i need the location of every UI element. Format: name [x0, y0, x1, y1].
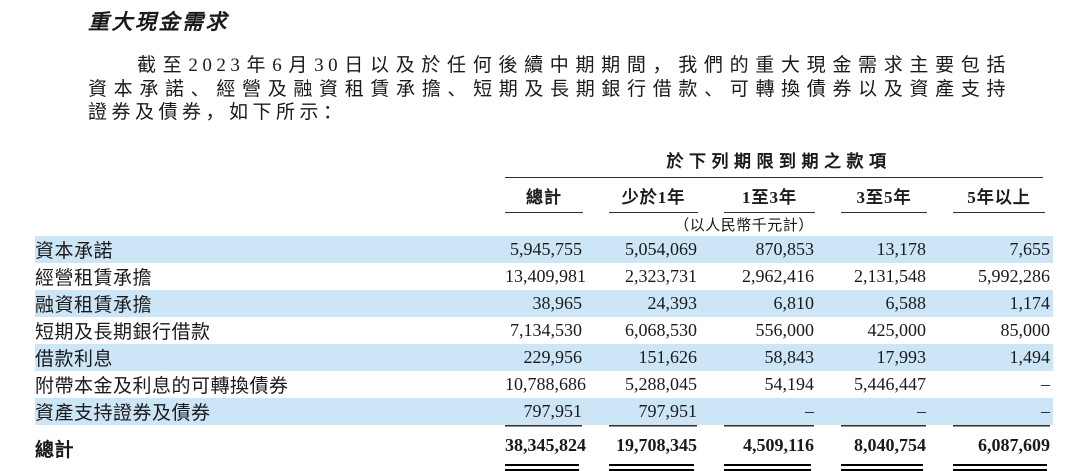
cell-value: 5,945,755 — [510, 238, 582, 259]
cell-value: – — [917, 400, 926, 421]
intro-paragraph: 截至2023年6月30日以及於任何後續中期期間，我們的重大現金需求主要包括 資本… — [88, 54, 1010, 125]
row-label: 附帶本金及利息的可轉換債券 — [35, 375, 289, 397]
cell-value: 5,288,045 — [625, 373, 697, 394]
double-rule — [505, 463, 579, 471]
intro-line-1: 截至2023年6月30日以及於任何後續中期期間，我們的重大現金需求主要包括 — [137, 55, 1010, 76]
cell-value: 6,810 — [773, 292, 815, 313]
table-row: 資產支持證券及債券 797,951 797,951 – – – — [35, 397, 1053, 425]
intro-line-2: 資本承諾、經營及融資租賃承擔、短期及長期銀行借款、可轉換債券以及資產支持 — [88, 78, 1010, 100]
cell-value: 425,000 — [867, 319, 927, 340]
total-cell-value: 19,708,345 — [585, 424, 700, 471]
cell-value: 5,992,286 — [978, 265, 1050, 286]
cell-value: 17,993 — [876, 346, 927, 367]
cell-value: 7,134,530 — [510, 319, 582, 340]
column-header-1: 總計 — [505, 178, 585, 213]
cell-value: 151,626 — [638, 346, 698, 367]
cell-value: 13,178 — [876, 238, 927, 259]
table-row: 借款利息 229,956 151,626 58,843 17,993 1,494 — [35, 343, 1053, 371]
double-rule — [953, 463, 1047, 471]
row-label: 借款利息 — [35, 348, 114, 370]
cell-value: 13,409,981 — [505, 265, 586, 286]
cell-value: – — [1041, 400, 1050, 421]
cell-value: 870,853 — [755, 238, 815, 259]
unit-note: （以人民幣千元計） — [674, 217, 814, 234]
cell-value: 10,788,686 — [505, 373, 586, 394]
cell-value: 6,588 — [885, 292, 927, 313]
column-header-5: 5年以上 — [929, 178, 1053, 213]
row-label: 短期及長期銀行借款 — [35, 321, 211, 343]
cell-value: 6,068,530 — [625, 319, 697, 340]
cell-value: – — [805, 400, 814, 421]
cash-requirements-table: 於下列期限到期之款項 總計 少於1年 1至3年 3至5年 5年以上 （以人民幣千元計） … — [35, 142, 1053, 471]
column-header-4: 3至5年 — [817, 178, 929, 213]
cell-value: 2,323,731 — [625, 265, 697, 286]
column-header-3: 1至3年 — [700, 178, 817, 213]
column-header-row: 總計 少於1年 1至3年 3至5年 5年以上 — [35, 178, 1053, 213]
maturity-spanner-header: 於下列期限到期之款項 — [505, 142, 1053, 178]
cell-value: 85,000 — [1000, 319, 1051, 340]
double-rule — [609, 463, 694, 471]
cell-value: 7,655 — [1009, 238, 1051, 259]
total-cell-value: 4,509,116 — [700, 424, 817, 471]
document-page: 重大現金需求 截至2023年6月30日以及於任何後續中期期間，我們的重大現金需求… — [0, 8, 1080, 471]
cell-value: 24,393 — [647, 292, 698, 313]
header-stub — [35, 213, 505, 236]
row-label: 經營租賃承擔 — [35, 267, 153, 289]
row-label: 資本承諾 — [35, 240, 114, 262]
spanner-header-row: 於下列期限到期之款項 — [35, 142, 1053, 178]
cell-value: 2,131,548 — [854, 265, 926, 286]
cell-value: 5,446,447 — [854, 373, 926, 394]
cell-value: 54,194 — [764, 373, 815, 394]
table-row: 資本承諾 5,945,755 5,054,069 870,853 13,178 7,655 — [35, 235, 1053, 263]
cell-value: 2,962,416 — [742, 265, 814, 286]
cell-value: 5,054,069 — [625, 238, 697, 259]
cell-value: 797,951 — [638, 400, 698, 421]
total-cell-value: 38,345,824 — [505, 424, 586, 471]
cell-value: 556,000 — [755, 319, 815, 340]
double-rule — [724, 463, 811, 471]
table-row: 短期及長期銀行借款 7,134,530 6,068,530 556,000 425,00… — [35, 317, 1053, 344]
cell-value: 38,965 — [532, 292, 583, 313]
table-row: 經營租賃承擔 13,409,981 2,323,731 2,962,416 2,131,… — [35, 263, 1053, 290]
cell-value: – — [1041, 373, 1050, 394]
cell-value: 229,956 — [523, 346, 583, 367]
column-header-2: 少於1年 — [585, 178, 700, 213]
row-label: 融資租賃承擔 — [35, 294, 153, 316]
intro-line-3: 證券及債券，如下所示： — [88, 102, 347, 123]
cell-value: 797,951 — [523, 400, 583, 421]
row-label: 資產支持證券及債券 — [35, 402, 211, 424]
total-cell-value: 8,040,754 — [817, 424, 929, 471]
total-cell-value: 6,087,609 — [929, 424, 1053, 471]
header-stub — [35, 178, 505, 213]
table-row: 附帶本金及利息的可轉換債券 10,788,686 5,288,045 54,194 5,… — [35, 371, 1053, 398]
unit-note-row: （以人民幣千元計） — [35, 213, 1053, 236]
double-rule — [841, 463, 923, 471]
total-row: 總計 38,345,824 19,708,345 4,509,116 8,040,754… — [35, 424, 1053, 471]
total-row-label: 總計 — [35, 439, 75, 461]
cell-value: 58,843 — [764, 346, 815, 367]
header-stub — [35, 142, 505, 178]
section-title: 重大現金需求 — [88, 10, 229, 34]
cell-value: 1,494 — [1009, 346, 1051, 367]
cell-value: 1,174 — [1009, 292, 1051, 313]
table-row: 融資租賃承擔 38,965 24,393 6,810 6,588 1,174 — [35, 289, 1053, 317]
